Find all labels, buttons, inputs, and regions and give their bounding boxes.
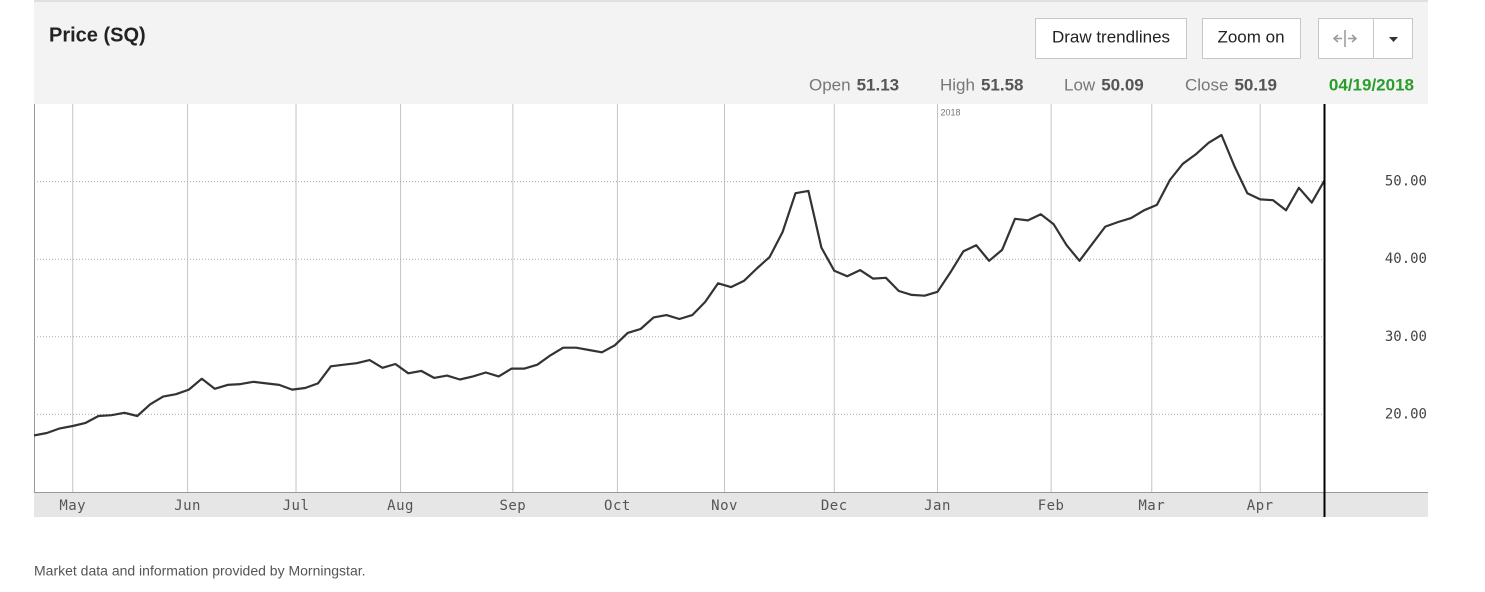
button-bg bbox=[1318, 18, 1374, 59]
footer: Market data and information provided by … bbox=[34, 563, 366, 579]
quote-label: High bbox=[940, 75, 975, 94]
chart-title: Price (SQ) bbox=[49, 24, 146, 46]
plot: May Jun Jul Aug Sep Oct Nov Dec Jan Feb Mar Apr 20.0… bbox=[33, 104, 1428, 514]
x-tick-label: Apr bbox=[1247, 498, 1274, 514]
x-tick-label: Oct bbox=[604, 498, 631, 514]
annotation: 2018 bbox=[941, 107, 961, 117]
x-axis-band bbox=[34, 492, 1428, 517]
button-menu[interactable] bbox=[1373, 18, 1413, 59]
price-line bbox=[33, 133, 1326, 437]
button-bg bbox=[1035, 18, 1187, 59]
button-bg bbox=[1202, 18, 1301, 59]
button-label: Zoom on bbox=[1217, 27, 1284, 46]
y-tick-label: 30.00 bbox=[1385, 329, 1427, 345]
y-tick-label: 40.00 bbox=[1385, 251, 1427, 267]
quote-date: 04/19/2018 bbox=[1329, 75, 1414, 94]
x-tick-label: Feb bbox=[1038, 498, 1065, 514]
quote-label: Open bbox=[809, 75, 851, 94]
button-zoom-on[interactable]: Zoom on bbox=[1202, 18, 1301, 59]
button-draw-trendlines[interactable]: Draw trendlines bbox=[1035, 18, 1187, 59]
quote-value: 51.58 bbox=[981, 75, 1024, 94]
quote-row: Open 51.13 High 51.58 Low 50.09 Close 50.19 bbox=[809, 75, 1277, 94]
x-tick-label: May bbox=[59, 498, 86, 514]
x-tick-label: Dec bbox=[821, 498, 848, 514]
quote-label: Close bbox=[1185, 75, 1228, 94]
x-tick-label: Nov bbox=[711, 498, 738, 514]
x-tick-label: Jun bbox=[174, 498, 201, 514]
quote-label: Low bbox=[1064, 75, 1096, 94]
y-tick-label: 50.00 bbox=[1385, 174, 1427, 190]
header-bg bbox=[34, 0, 1428, 104]
quote-value: 51.13 bbox=[857, 75, 900, 94]
button-label: Draw trendlines bbox=[1052, 27, 1170, 46]
x-tick-label: Jan bbox=[924, 498, 951, 514]
button-pan[interactable] bbox=[1318, 18, 1374, 59]
x-tick-label: Sep bbox=[499, 498, 526, 514]
quote-value: 50.19 bbox=[1234, 75, 1277, 94]
pan-icon bbox=[1332, 30, 1358, 47]
y-tick-label: 20.00 bbox=[1385, 406, 1427, 422]
x-tick-label: Aug bbox=[387, 498, 414, 514]
quote-value: 50.09 bbox=[1101, 75, 1144, 94]
x-tick-label: Jul bbox=[283, 498, 310, 514]
x-tick-label: Mar bbox=[1138, 498, 1165, 514]
caret-icon bbox=[1389, 37, 1398, 42]
